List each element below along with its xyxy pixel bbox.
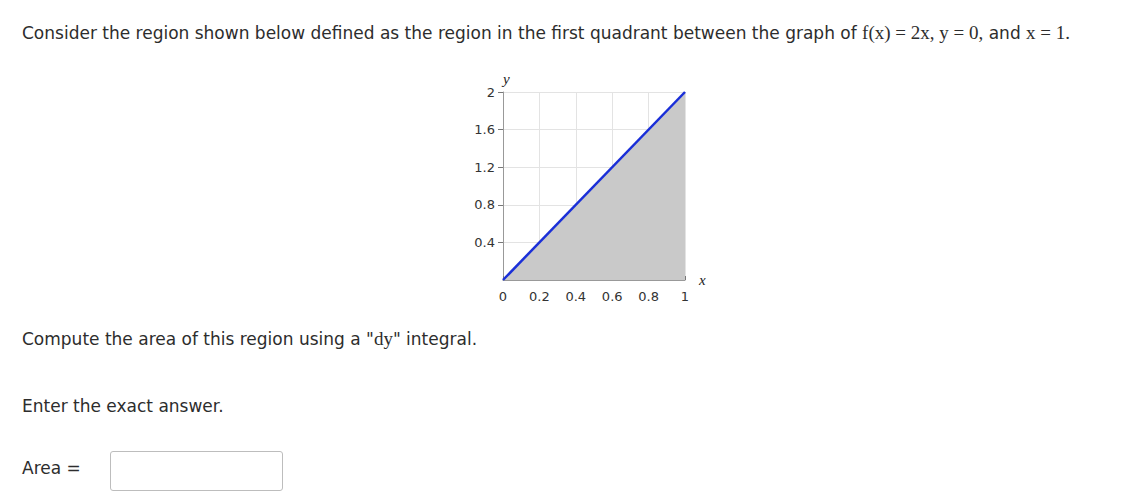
html-text:Area =: Area =	[22, 458, 81, 478]
svg-text:1.6: 1.6	[474, 122, 495, 137]
svg-text:2: 2	[487, 85, 495, 100]
html-text:Consider the region shown belo: Consider the region shown below defined …	[22, 22, 1070, 43]
svg-text:0.8: 0.8	[638, 289, 659, 304]
html-text:Enter the exact answer.: Enter the exact answer.	[22, 396, 224, 416]
svg-text:0.2: 0.2	[529, 289, 550, 304]
svg-text:y: y	[501, 71, 510, 87]
svg-text:0.4: 0.4	[565, 289, 586, 304]
svg-text:0: 0	[499, 289, 507, 304]
html-text:Compute the area of this regio: Compute the area of this region using a …	[22, 328, 478, 349]
svg-text:0.6: 0.6	[602, 289, 623, 304]
svg-text:1.2: 1.2	[474, 160, 495, 175]
svg-text:0.8: 0.8	[474, 197, 495, 212]
svg-text:x: x	[698, 272, 706, 288]
svg-text:0.4: 0.4	[474, 235, 495, 250]
svg-text:1: 1	[681, 289, 689, 304]
